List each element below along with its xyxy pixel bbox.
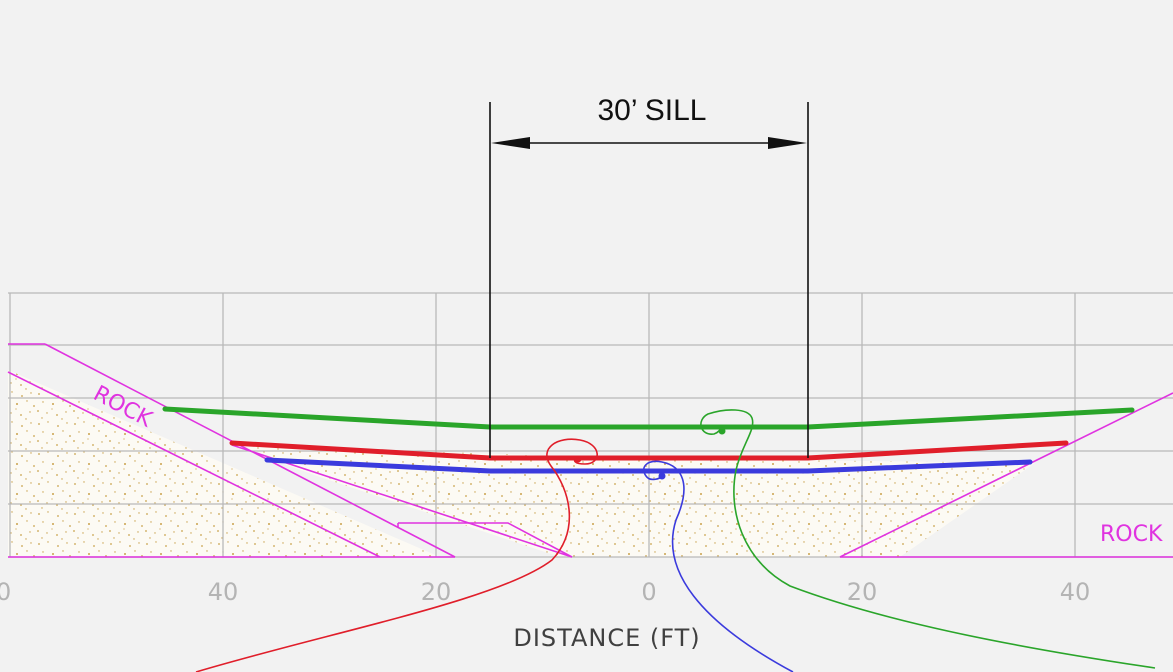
tick-label: 20 xyxy=(847,578,878,606)
rock-label-right: ROCK xyxy=(1100,522,1163,547)
tick-label: 20 xyxy=(421,578,452,606)
tick-label: 0 xyxy=(641,578,656,606)
red-surface-line xyxy=(229,440,1069,461)
sand-fill-channel xyxy=(232,445,1035,557)
sill-arrow-left xyxy=(491,137,530,149)
green-leader-dot xyxy=(718,427,726,435)
sill-arrow-right xyxy=(768,137,807,149)
tick-label: 40 xyxy=(208,578,239,606)
red-leader-line xyxy=(195,438,598,672)
tick-label: 40 xyxy=(1060,578,1091,606)
green-leader-line xyxy=(700,409,1156,669)
blue-leader-dot xyxy=(658,472,666,480)
tick-label: 0 xyxy=(0,578,11,606)
red-leader-dot xyxy=(574,455,582,463)
green-surface-line xyxy=(162,406,1135,430)
blue-leader-line xyxy=(642,460,794,672)
sand-fill-left-bank xyxy=(8,370,440,557)
sill-dimension xyxy=(489,102,809,458)
blue-surface-line xyxy=(264,457,1033,474)
rock-outline xyxy=(7,343,1173,558)
x-axis-title: DISTANCE (FT) xyxy=(513,624,700,652)
sill-label: 30’ SILL xyxy=(598,94,707,127)
